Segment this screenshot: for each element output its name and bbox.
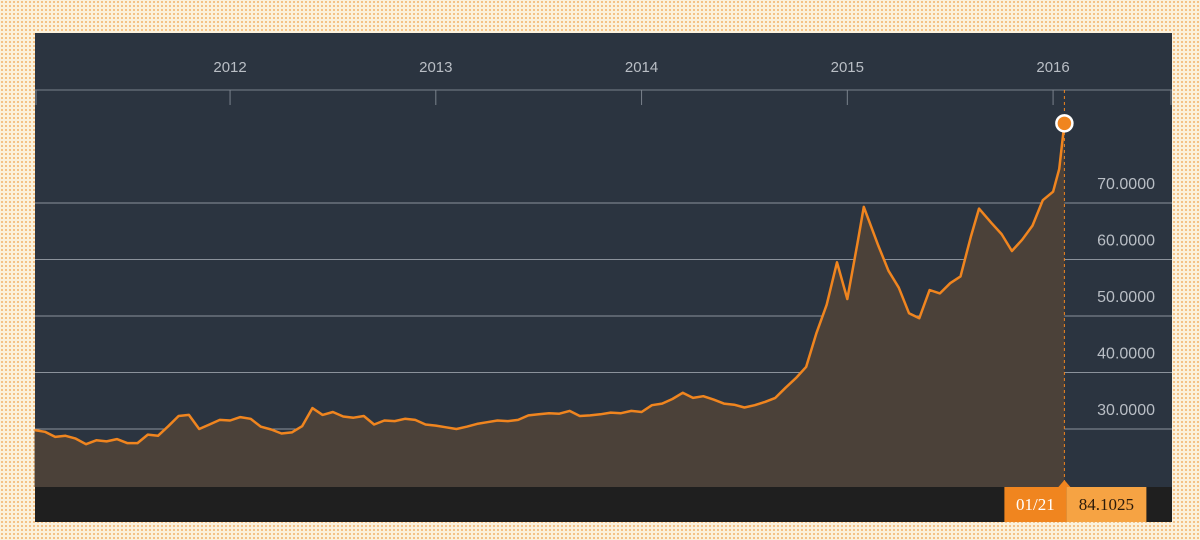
last-point xyxy=(1055,114,1074,133)
y-tick-label: 30.0000 xyxy=(1097,402,1155,419)
overlay: 01/21 84.1025 xyxy=(1004,114,1147,522)
y-tick-label: 60.0000 xyxy=(1097,233,1155,250)
value-box xyxy=(1066,487,1147,522)
x-tick-label: 2013 xyxy=(419,59,452,76)
x-tick-label: 2016 xyxy=(1036,59,1069,76)
y-tick-label: 70.0000 xyxy=(1097,176,1155,193)
plot: 30.0000 40.0000 50.0000 60.0000 70.0000 2012 2… xyxy=(34,59,1172,488)
area xyxy=(34,123,1065,488)
date-box xyxy=(1004,487,1067,522)
date-label: 01/21 xyxy=(1016,495,1055,514)
value-label: 84.1025 xyxy=(1079,495,1134,514)
x-tick-label: 2014 xyxy=(625,59,658,76)
x-tick-label: 2015 xyxy=(831,59,864,76)
y-tick-label: 40.0000 xyxy=(1097,346,1155,363)
x-tick-label: 2012 xyxy=(213,59,246,76)
bottom-strip xyxy=(35,487,1172,522)
line xyxy=(34,123,1066,446)
y-tick-label: 50.0000 xyxy=(1097,289,1155,306)
label-pointer xyxy=(1058,480,1071,487)
